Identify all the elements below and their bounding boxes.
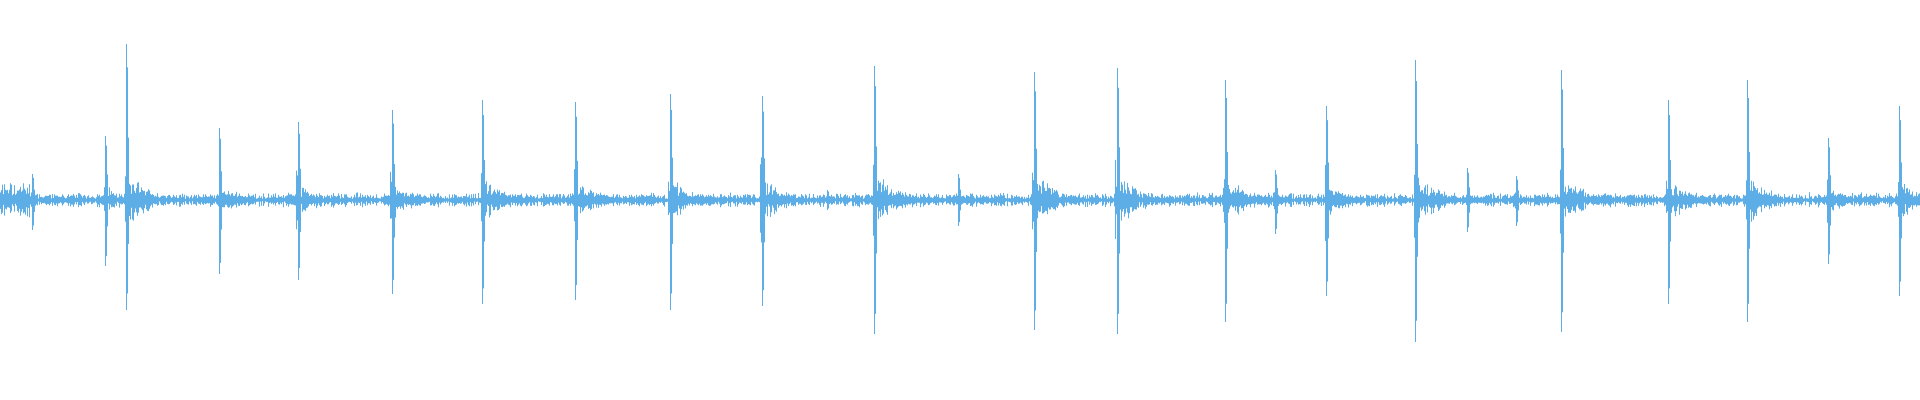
- waveform-transient-3: [126, 44, 129, 310]
- waveform-transients: [32, 44, 1902, 342]
- waveform-transient-19: [1415, 60, 1418, 342]
- waveform-noise-floor: [0, 157, 1920, 243]
- waveform-noise-path: [0, 157, 1920, 243]
- waveform-transient-7: [482, 100, 485, 304]
- waveform-transient-11: [827, 190, 830, 210]
- waveform-transient-6: [392, 110, 395, 294]
- waveform-transient-9: [670, 94, 673, 310]
- waveform-transient-16: [1225, 80, 1228, 322]
- waveform-transient-4: [219, 128, 222, 274]
- waveform-transient-10: [762, 96, 765, 306]
- waveform-transient-13: [958, 174, 961, 226]
- waveform-transient-2: [105, 136, 108, 266]
- waveform-transient-20: [1467, 168, 1470, 232]
- waveform-transient-17: [1275, 170, 1278, 234]
- waveform-transient-18: [1326, 106, 1329, 296]
- waveform-transient-22: [1561, 70, 1564, 332]
- waveform-transient-5: [298, 122, 301, 280]
- waveform-transient-14: [1034, 72, 1037, 330]
- waveform-transient-12: [874, 66, 877, 334]
- waveform-transient-26: [1899, 106, 1902, 296]
- waveform-transient-1: [32, 174, 35, 230]
- waveform-transient-23: [1668, 100, 1671, 304]
- waveform-transient-8: [575, 102, 578, 300]
- waveform-transient-24: [1747, 80, 1750, 322]
- waveform-transient-15: [1117, 68, 1120, 334]
- waveform-transient-25: [1828, 138, 1831, 264]
- waveform-transient-21: [1516, 176, 1519, 226]
